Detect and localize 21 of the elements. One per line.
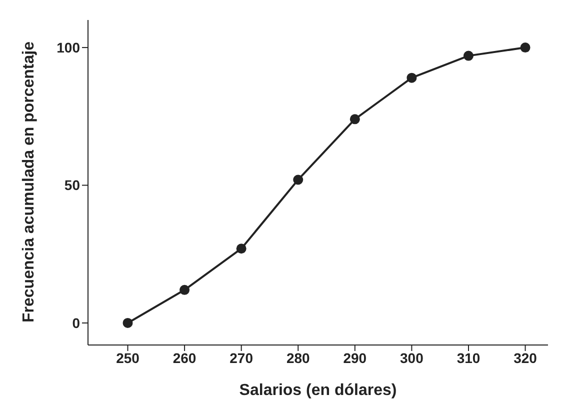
point — [406, 72, 417, 83]
x-tick-label: 260 — [172, 350, 196, 366]
x-tick-label: 290 — [343, 350, 367, 366]
x-tick-label: 310 — [456, 350, 480, 366]
x-axis-title: Salarios (en dólares) — [239, 382, 397, 399]
point — [236, 244, 246, 254]
y-tick-label: 50 — [64, 177, 80, 194]
x-tick-label: 250 — [116, 350, 140, 366]
point — [350, 114, 360, 124]
point — [293, 174, 304, 185]
point — [122, 318, 133, 328]
y-tick-label: 0 — [72, 314, 80, 331]
x-tick-label: 320 — [514, 350, 538, 366]
x-tick-label: 280 — [286, 350, 310, 366]
point — [520, 42, 530, 53]
x-tick-label: 300 — [400, 350, 424, 366]
y-tick-label: 100 — [56, 40, 80, 56]
x-tick-label: 270 — [230, 350, 254, 366]
point — [463, 50, 474, 61]
point — [180, 284, 190, 295]
y-axis-title: Frecuencia acumulada en porcentaje — [20, 41, 38, 322]
